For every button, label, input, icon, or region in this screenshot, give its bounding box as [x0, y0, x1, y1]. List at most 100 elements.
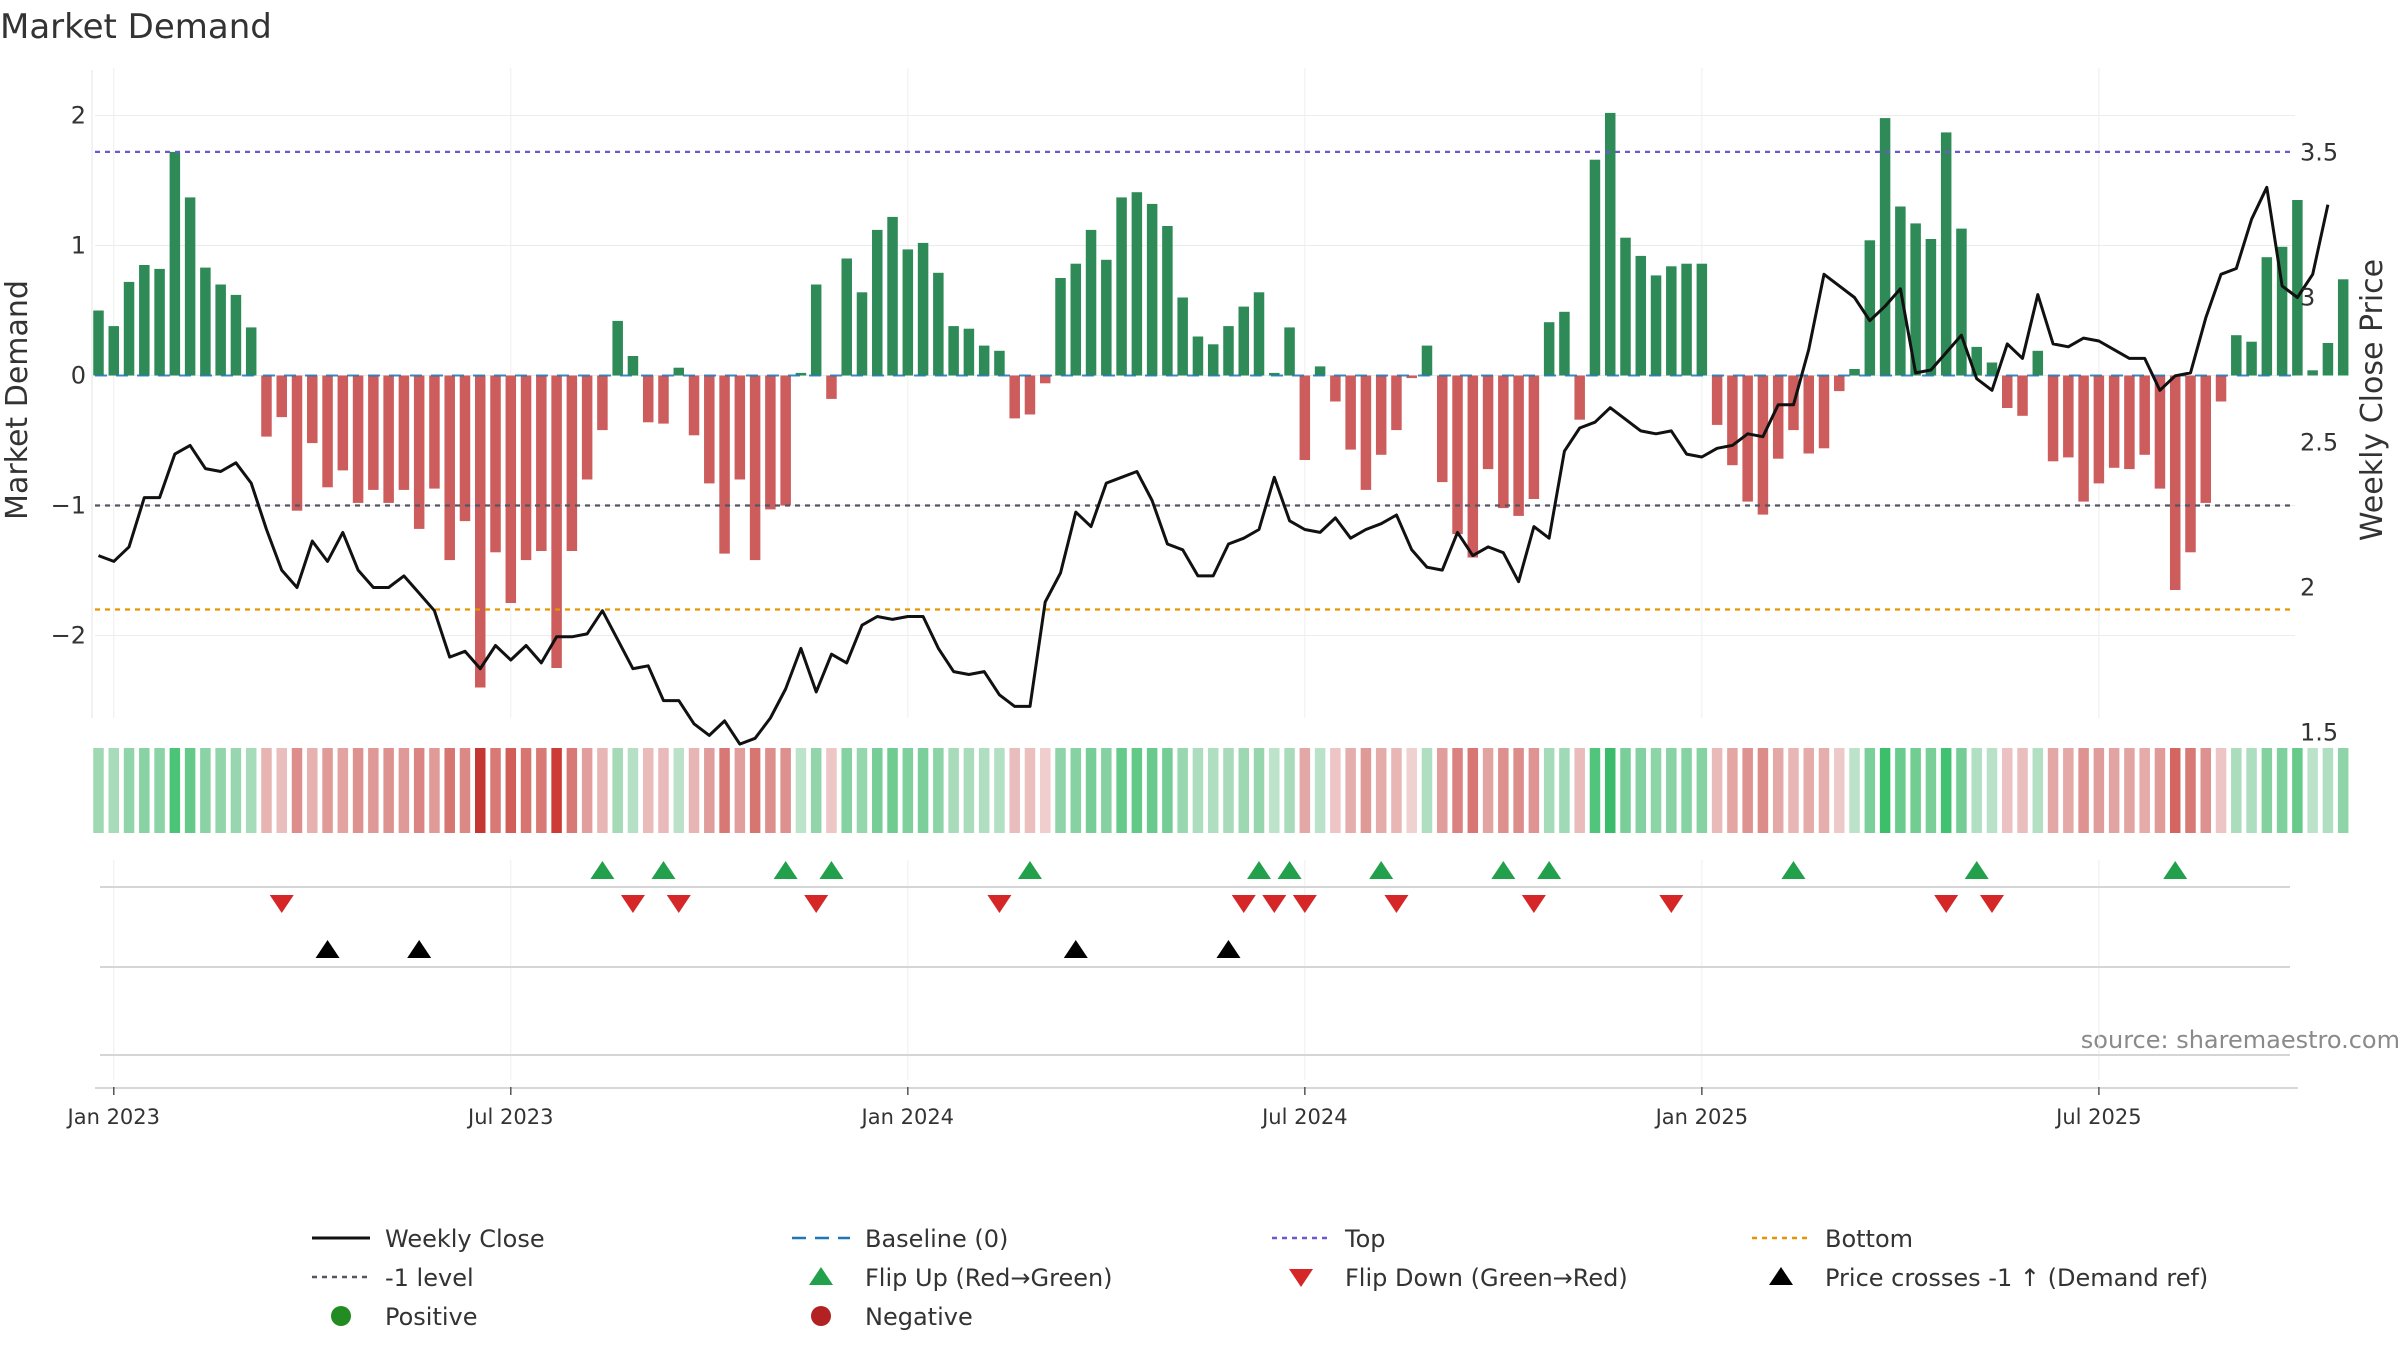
grid — [91, 68, 2298, 1089]
heat-cell — [1162, 748, 1173, 833]
heat-cell — [1421, 748, 1433, 833]
heat-cell — [2261, 748, 2273, 833]
heat-cell — [994, 748, 1005, 833]
x-tick-label: Jan 2024 — [860, 1105, 955, 1129]
demand-bar — [2139, 375, 2150, 455]
heat-cell — [1742, 748, 1753, 833]
legend-item-flip-down: Flip Down (Green→Red) — [1289, 1264, 1628, 1292]
heat-cell — [1895, 748, 1906, 833]
heat-cell — [1177, 748, 1188, 833]
demand-bar — [1589, 159, 1601, 376]
demand-bar — [2337, 279, 2349, 376]
flip-down-marker — [1262, 895, 1287, 913]
demand-bar — [551, 375, 562, 668]
legend-item-price-cross: Price crosses -1 ↑ (Demand ref) — [1769, 1264, 2208, 1292]
heat-cell — [1253, 748, 1265, 833]
heat-cell — [1223, 748, 1234, 833]
demand-bar — [658, 375, 669, 424]
legend-item-minus-one: -1 level — [312, 1264, 474, 1292]
heat-cell — [200, 748, 211, 833]
flip-down-marker — [1659, 895, 1684, 913]
demand-bar — [1757, 375, 1769, 515]
heat-cell — [1269, 748, 1280, 833]
heat-cell — [1971, 748, 1982, 833]
demand-bar — [704, 375, 715, 484]
demand-bar — [2047, 375, 2059, 462]
heat-cell — [1391, 748, 1402, 833]
demand-bar — [413, 375, 425, 529]
demand-bar — [2124, 375, 2135, 470]
legend-item-flip-up: Flip Up (Red→Green) — [809, 1264, 1113, 1292]
heat-cell — [795, 748, 807, 833]
demand-bar — [245, 327, 257, 376]
heat-cell — [413, 748, 425, 833]
demand-bar — [200, 267, 211, 376]
heat-cell — [1345, 748, 1356, 833]
heat-cell — [2322, 748, 2334, 833]
heat-cell — [1314, 748, 1326, 833]
demand-bar — [2200, 375, 2212, 503]
heat-cell — [536, 748, 547, 833]
demand-bar — [444, 375, 455, 561]
y2-axis-label: Weekly Close Price — [2355, 259, 2390, 541]
heat-cell — [1024, 748, 1036, 833]
demand-bar — [169, 151, 181, 376]
demand-bar — [1559, 311, 1570, 376]
demand-bar — [1528, 375, 1540, 499]
heat-cell — [1788, 748, 1799, 833]
heat-cell — [1956, 748, 1967, 833]
heat-cell — [1666, 748, 1677, 833]
demand-bar — [1330, 375, 1341, 402]
legend-label: Top — [1344, 1225, 1386, 1253]
legend-label: Bottom — [1825, 1225, 1913, 1253]
heat-cell — [581, 748, 593, 833]
flip-down-marker — [620, 895, 645, 913]
demand-bar — [1101, 259, 1112, 376]
heat-cell — [642, 748, 654, 833]
y-tick-label: −1 — [51, 492, 86, 520]
demand-bar — [1360, 375, 1372, 490]
heat-cell — [2276, 748, 2288, 833]
heat-cell — [627, 748, 639, 833]
heat-cell — [1620, 748, 1631, 833]
heat-cell — [2063, 748, 2074, 833]
flip-up-marker — [773, 861, 798, 879]
demand-bar — [1513, 375, 1524, 516]
heat-cell — [1284, 748, 1295, 833]
heat-cell — [1757, 748, 1769, 833]
price-cross-marker — [315, 940, 340, 958]
demand-bar — [1024, 375, 1036, 415]
demand-bar — [581, 375, 593, 480]
heat-cell — [1834, 748, 1845, 833]
heat-cell — [612, 748, 623, 833]
heat-cell — [597, 748, 608, 833]
demand-bar — [368, 375, 379, 490]
legend-key-flip-down — [1289, 1269, 1313, 1287]
heat-cell — [1986, 748, 1998, 833]
demand-bar — [2276, 246, 2288, 376]
demand-bar — [887, 216, 898, 376]
demand-bar — [1818, 375, 1830, 449]
heat-cell — [1085, 748, 1097, 833]
heat-cell — [108, 748, 120, 833]
heat-cell — [1482, 748, 1494, 833]
demand-bar — [749, 375, 761, 561]
demand-bar — [1986, 362, 1998, 376]
demand-bar — [1253, 292, 1265, 376]
y-tick-label: 1 — [71, 232, 86, 260]
y-tick-label: 2 — [71, 102, 86, 130]
demand-bar — [398, 375, 410, 490]
demand-bar — [2032, 350, 2044, 376]
legend-label: Flip Up (Red→Green) — [865, 1264, 1113, 1292]
demand-bar — [1574, 375, 1585, 420]
heat-cell — [1375, 748, 1387, 833]
heat-cell — [1879, 748, 1891, 833]
heat-cell — [2185, 748, 2196, 833]
demand-bar — [1543, 322, 1555, 376]
heat-cell — [1528, 748, 1540, 833]
x-tick-label: Jul 2024 — [1260, 1105, 1347, 1129]
demand-bar — [780, 375, 791, 506]
demand-bar — [2002, 375, 2013, 408]
demand-bar — [1956, 228, 1967, 376]
flip-down-marker — [1934, 895, 1959, 913]
